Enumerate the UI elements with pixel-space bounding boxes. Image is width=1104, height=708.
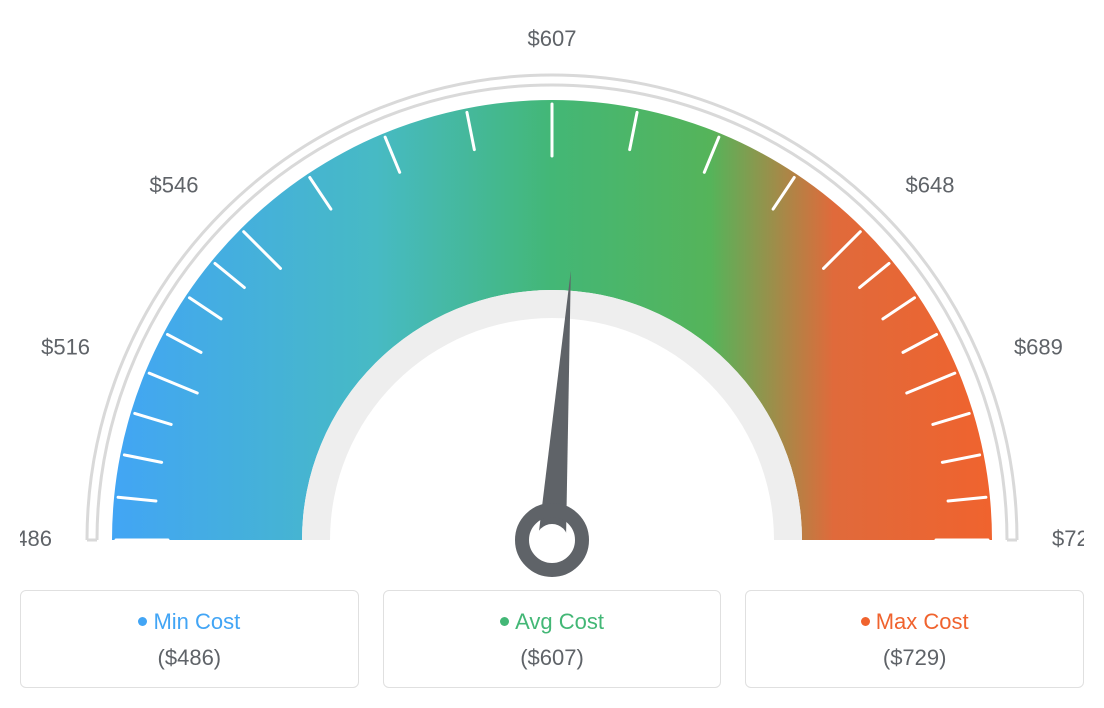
svg-text:$516: $516 [41,334,90,359]
svg-text:$689: $689 [1014,334,1063,359]
legend-card-max: Max Cost ($729) [745,590,1084,688]
legend-label-avg: Avg Cost [515,609,604,634]
svg-text:$729: $729 [1052,526,1084,551]
legend-card-avg: Avg Cost ($607) [383,590,722,688]
legend-row: Min Cost ($486) Avg Cost ($607) Max Cost… [20,590,1084,688]
gauge-chart: $486 $516 $546 $607 $648 $689 $729 [20,20,1084,580]
legend-value-min: ($486) [21,645,358,671]
legend-bullet-min [138,617,147,626]
legend-title-min: Min Cost [21,609,358,635]
svg-text:$486: $486 [20,526,52,551]
legend-bullet-avg [500,617,509,626]
legend-title-max: Max Cost [746,609,1083,635]
legend-bullet-max [861,617,870,626]
legend-label-min: Min Cost [153,609,240,634]
svg-text:$607: $607 [528,26,577,51]
legend-value-avg: ($607) [384,645,721,671]
legend-value-max: ($729) [746,645,1083,671]
cost-gauge-widget: $486 $516 $546 $607 $648 $689 $729 Min Cost ($… [20,20,1084,688]
legend-card-min: Min Cost ($486) [20,590,359,688]
legend-label-max: Max Cost [876,609,969,634]
svg-text:$648: $648 [906,172,955,197]
svg-text:$546: $546 [149,172,198,197]
legend-title-avg: Avg Cost [384,609,721,635]
